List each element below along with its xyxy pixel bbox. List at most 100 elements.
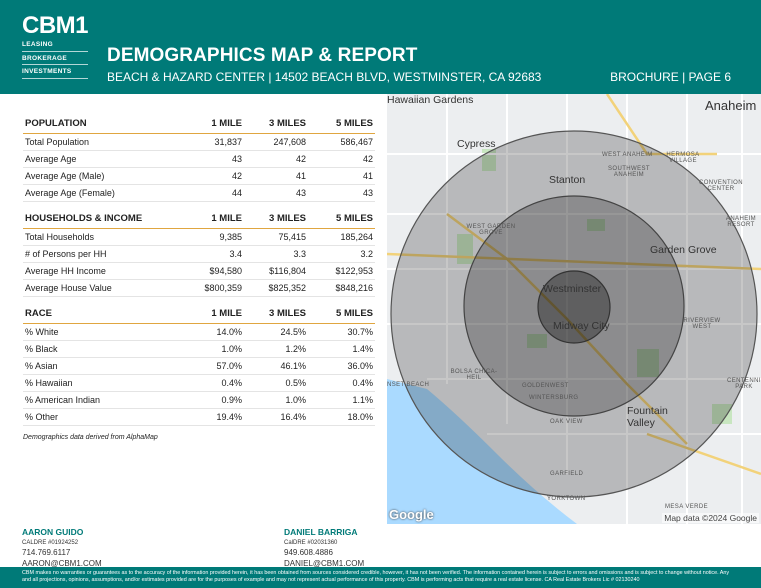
map-place-label: OAK VIEW (550, 419, 583, 425)
road-grid (387, 94, 761, 524)
cell-5-miles: 1.1% (308, 391, 375, 409)
column-header: 3 MILES (244, 115, 308, 134)
column-header: 1 MILE (153, 115, 244, 134)
company-logo: CBM1 LEASING BROKERAGE INVESTMENTS (22, 12, 89, 79)
map-place-label: Cypress (457, 138, 496, 150)
cell-5-miles: 43 (308, 184, 375, 202)
cell-3-miles: 43 (244, 184, 308, 202)
park-area (637, 349, 659, 377)
column-header: 5 MILES (308, 115, 375, 134)
column-header: 3 MILES (244, 210, 308, 229)
table-row: Average Age (Male) 42 41 41 (23, 167, 375, 185)
map-place-label: YORKTOWN (547, 496, 586, 502)
header-bar: CBM1 LEASING BROKERAGE INVESTMENTS DEMOG… (0, 0, 761, 94)
households-header-row: HOUSEHOLDS & INCOME 1 MILE 3 MILES 5 MIL… (23, 210, 375, 229)
map-place-label: Hawaiian Gardens (387, 94, 474, 106)
cell-3-miles: 24.5% (244, 323, 308, 341)
cell-5-miles: 41 (308, 167, 375, 185)
table-row: % Black 1.0% 1.2% 1.4% (23, 340, 375, 358)
cell-1-mile: 44 (153, 184, 244, 202)
row-label: % Asian (23, 357, 153, 375)
cell-1-mile: $800,359 (153, 279, 244, 297)
race-header-row: RACE 1 MILE 3 MILES 5 MILES (23, 305, 375, 324)
ring-3-mile (463, 195, 685, 417)
cell-5-miles: 30.7% (308, 323, 375, 341)
cell-5-miles: 586,467 (308, 133, 375, 151)
map-place-label: Stanton (549, 174, 586, 186)
table-row: % White 14.0% 24.5% 30.7% (23, 323, 375, 341)
map-place-label: Westminster (543, 283, 602, 295)
race-table: RACE 1 MILE 3 MILES 5 MILES % White 14.0%… (23, 305, 375, 426)
demographics-map[interactable]: Hawaiian Gardens Anaheim Cypress WEST AN… (387, 94, 761, 524)
section-heading: RACE (23, 305, 153, 324)
map-place-label: RIVERVIEW WEST (683, 318, 721, 330)
table-row: Average Age 43 42 42 (23, 150, 375, 168)
cell-1-mile: 19.4% (153, 408, 244, 426)
contact-name: DANIEL BARRIGA (284, 527, 358, 537)
cell-3-miles: 1.2% (244, 340, 308, 358)
map-credit[interactable]: Map data ©2024 Google (662, 513, 759, 523)
page-title: DEMOGRAPHICS MAP & REPORT (107, 45, 418, 66)
disclaimer-footer: CBM makes no warranties or guarantees as… (0, 567, 761, 588)
cell-1-mile: 42 (153, 167, 244, 185)
table-row: Average House Value $800,359 $825,352 $848,… (23, 279, 375, 297)
logo-text: CBM1 (22, 12, 89, 39)
contact-license: CALDRE #01924252 (22, 539, 79, 546)
park-area (712, 404, 732, 424)
row-label: % Black (23, 340, 153, 358)
population-table: POPULATION 1 MILE 3 MILES 5 MILES Total … (23, 115, 375, 202)
map-place-label: MESA VERDE (665, 504, 709, 510)
row-label: Average HH Income (23, 262, 153, 280)
table-row: # of Persons per HH 3.4 3.3 3.2 (23, 245, 375, 263)
row-label: % Other (23, 408, 153, 426)
cell-3-miles: 247,608 (244, 133, 308, 151)
cell-1-mile: 1.0% (153, 340, 244, 358)
households-table: HOUSEHOLDS & INCOME 1 MILE 3 MILES 5 MIL… (23, 210, 375, 297)
cell-1-mile: 0.4% (153, 374, 244, 392)
spacer (23, 297, 375, 305)
google-logo: Google (389, 507, 434, 522)
row-label: Total Population (23, 133, 153, 151)
map-place-label: SOUTHWEST ANAHEIM (608, 166, 650, 178)
cell-5-miles: 18.0% (308, 408, 375, 426)
row-label: Total Households (23, 228, 153, 246)
table-row: Total Population 31,837 247,608 586,467 (23, 133, 375, 151)
contact-phone[interactable]: 714.769.6117 (22, 548, 71, 557)
table-row: Average Age (Female) 44 43 43 (23, 184, 375, 202)
table-row: Total Households 9,385 75,415 185,264 (23, 228, 375, 246)
cell-3-miles: 0.5% (244, 374, 308, 392)
contact-card: DANIEL BARRIGA CalDRE #02031360 949.608.… (284, 527, 364, 569)
contact-card: AARON GUIDO CALDRE #01924252 714.769.611… (22, 527, 102, 569)
contact-phone[interactable]: 949.608.4886 (284, 548, 333, 557)
cell-1-mile: $94,580 (153, 262, 244, 280)
contact-email[interactable]: AARON@CBM1.COM (22, 558, 102, 568)
cell-5-miles: $122,953 (308, 262, 375, 280)
park-area (527, 334, 547, 348)
park-area (587, 219, 605, 231)
cell-3-miles: 46.1% (244, 357, 308, 375)
cell-1-mile: 9,385 (153, 228, 244, 246)
cell-3-miles: 1.0% (244, 391, 308, 409)
spacer (23, 202, 375, 210)
map-place-label: NSET BEACH (387, 382, 430, 388)
population-header-row: POPULATION 1 MILE 3 MILES 5 MILES (23, 115, 375, 134)
table-row: % Hawaiian 0.4% 0.5% 0.4% (23, 374, 375, 392)
table-row: % Other 19.4% 16.4% 18.0% (23, 408, 375, 426)
cell-1-mile: 57.0% (153, 357, 244, 375)
cell-1-mile: 14.0% (153, 323, 244, 341)
cell-5-miles: 3.2 (308, 245, 375, 263)
map-place-label: WEST GARDEN GROVE (466, 224, 516, 236)
ring-5-mile (390, 130, 758, 498)
property-address: BEACH & HAZARD CENTER | 14502 BEACH BLVD… (107, 70, 542, 84)
row-label: Average Age (Female) (23, 184, 153, 202)
map-place-label: GARFIELD (550, 471, 584, 477)
cell-5-miles: 36.0% (308, 357, 375, 375)
ocean-area (387, 379, 577, 524)
disclaimer-text: CBM makes no warranties or guarantees as… (22, 570, 730, 583)
cell-3-miles: 3.3 (244, 245, 308, 263)
contact-license: CalDRE #02031360 (284, 539, 338, 546)
contact-email[interactable]: DANIEL@CBM1.COM (284, 558, 365, 568)
cell-5-miles: 42 (308, 150, 375, 168)
source-note: Demographics data derived from AlphaMap (23, 434, 158, 441)
contact-name: AARON GUIDO (22, 527, 84, 537)
